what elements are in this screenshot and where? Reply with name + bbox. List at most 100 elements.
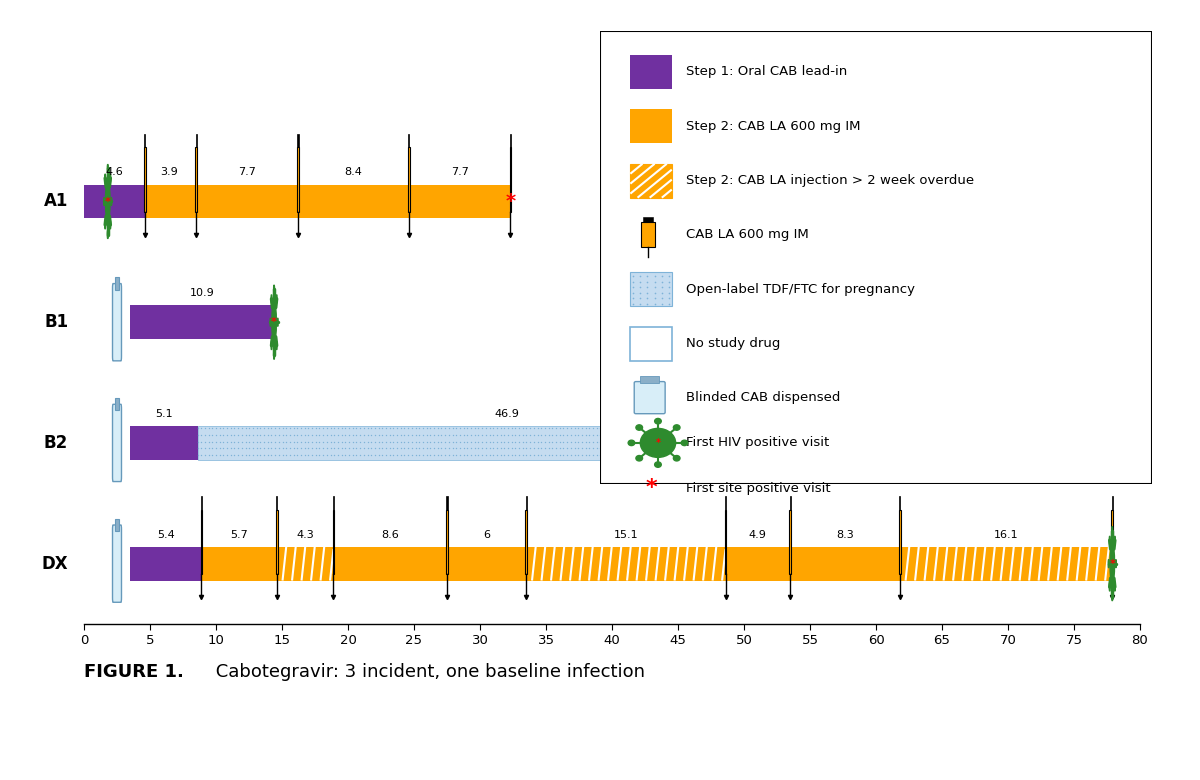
Text: 7.7: 7.7 <box>238 168 256 177</box>
Text: 16.1: 16.1 <box>994 530 1019 540</box>
Text: 8.6: 8.6 <box>382 530 400 540</box>
Bar <box>277 547 334 580</box>
Bar <box>790 496 791 509</box>
Text: 4.6: 4.6 <box>106 168 124 177</box>
Bar <box>448 547 527 580</box>
Text: 7.7: 7.7 <box>451 168 468 177</box>
Text: 10.9: 10.9 <box>190 288 215 298</box>
Bar <box>899 509 900 574</box>
Bar <box>1111 509 1114 574</box>
Bar <box>332 496 334 509</box>
Text: 5.7: 5.7 <box>230 530 248 540</box>
Circle shape <box>673 425 680 431</box>
Bar <box>526 496 527 509</box>
Bar <box>725 496 726 509</box>
Bar <box>446 509 448 574</box>
Text: First HIV positive visit: First HIV positive visit <box>685 436 829 449</box>
Circle shape <box>628 440 635 445</box>
Bar <box>200 509 203 574</box>
Text: 46.9: 46.9 <box>494 409 520 419</box>
Text: 4.9: 4.9 <box>749 530 767 540</box>
Text: 6: 6 <box>484 530 490 540</box>
Text: *: * <box>655 438 660 448</box>
Text: *: * <box>646 478 658 498</box>
FancyBboxPatch shape <box>113 404 121 481</box>
Text: Step 2: CAB LA 600 mg IM: Step 2: CAB LA 600 mg IM <box>685 119 860 133</box>
Text: No study drug: No study drug <box>685 337 780 350</box>
Text: Cabotegravir: 3 incident, one baseline infection: Cabotegravir: 3 incident, one baseline i… <box>210 663 646 681</box>
Bar <box>1111 496 1112 509</box>
Bar <box>630 109 672 144</box>
Text: Step 2: CAB LA injection > 2 week overdue: Step 2: CAB LA injection > 2 week overdu… <box>685 174 973 187</box>
Text: *: * <box>1109 558 1115 569</box>
Bar <box>298 147 299 211</box>
Text: 5.3: 5.3 <box>869 409 887 419</box>
Text: FIGURE 1.: FIGURE 1. <box>84 663 184 681</box>
Text: Open-label TDF/FTC for pregnancy: Open-label TDF/FTC for pregnancy <box>685 282 914 296</box>
Bar <box>131 426 198 460</box>
Text: 15.1: 15.1 <box>613 530 638 540</box>
Bar <box>527 547 726 580</box>
Text: CAB LA 600 mg IM: CAB LA 600 mg IM <box>685 229 809 241</box>
Bar <box>630 327 672 360</box>
Bar <box>630 55 672 89</box>
Text: Step 1: Oral CAB lead-in: Step 1: Oral CAB lead-in <box>685 66 847 79</box>
Text: 4.3: 4.3 <box>296 530 314 540</box>
Text: 3.9: 3.9 <box>161 168 178 177</box>
Bar <box>510 134 511 147</box>
Bar <box>144 147 145 211</box>
Text: *: * <box>505 192 516 211</box>
Circle shape <box>911 422 916 463</box>
Bar <box>145 185 197 218</box>
Bar <box>640 376 659 383</box>
Bar <box>526 509 527 574</box>
FancyBboxPatch shape <box>113 525 121 602</box>
Bar <box>276 509 277 574</box>
Bar <box>131 305 274 339</box>
Bar <box>726 547 791 580</box>
FancyBboxPatch shape <box>113 284 121 361</box>
Text: A1: A1 <box>43 193 68 211</box>
Bar <box>408 147 409 211</box>
Circle shape <box>641 428 676 457</box>
Text: Blinded CAB dispensed: Blinded CAB dispensed <box>685 391 840 404</box>
Bar <box>408 134 409 147</box>
Bar <box>276 496 277 509</box>
Bar <box>899 496 900 509</box>
Text: 5.1: 5.1 <box>155 409 173 419</box>
Bar <box>817 426 842 460</box>
Text: *: * <box>104 197 110 207</box>
Circle shape <box>636 425 642 431</box>
Circle shape <box>272 302 276 343</box>
Circle shape <box>1110 543 1115 584</box>
Bar <box>196 134 197 147</box>
Bar <box>298 185 409 218</box>
Bar <box>115 278 119 289</box>
Bar <box>115 519 119 531</box>
Bar <box>332 509 335 574</box>
Bar <box>643 217 653 222</box>
Bar <box>196 147 197 211</box>
Bar <box>298 134 299 147</box>
Bar <box>198 426 817 460</box>
Bar <box>844 426 913 460</box>
FancyBboxPatch shape <box>635 381 665 413</box>
Bar <box>409 185 510 218</box>
Text: 5.4: 5.4 <box>157 530 175 540</box>
Text: First site positive visit: First site positive visit <box>685 481 830 495</box>
Circle shape <box>673 456 680 461</box>
Circle shape <box>106 181 110 222</box>
Circle shape <box>655 418 661 424</box>
Circle shape <box>636 456 642 461</box>
Text: 8.3: 8.3 <box>836 530 854 540</box>
Text: DX: DX <box>42 555 68 573</box>
Bar <box>510 147 511 211</box>
Bar <box>200 496 202 509</box>
Bar <box>197 185 298 218</box>
Bar <box>446 496 448 509</box>
Bar <box>790 509 791 574</box>
Text: B1: B1 <box>44 314 68 332</box>
Text: 8.4: 8.4 <box>344 168 362 177</box>
Bar <box>115 398 119 410</box>
Bar <box>630 272 672 307</box>
